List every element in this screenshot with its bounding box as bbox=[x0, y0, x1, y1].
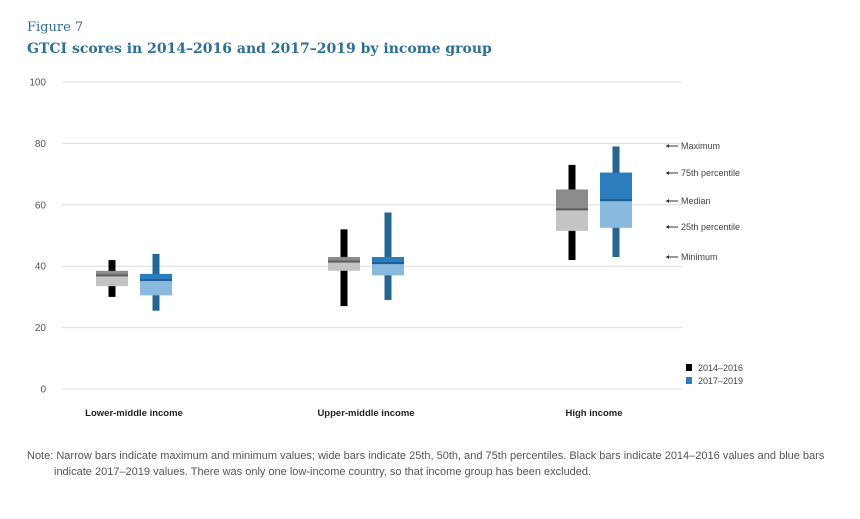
y-tick-label: 20 bbox=[35, 323, 47, 334]
whisker-bar bbox=[384, 212, 392, 300]
key-label: 25th percentile bbox=[681, 222, 740, 232]
key-label: Maximum bbox=[681, 141, 720, 151]
percentile-key: Maximum 75th percentile Median 25th percent… bbox=[666, 141, 740, 262]
box-1-2 bbox=[328, 229, 360, 307]
lower-box bbox=[556, 209, 588, 231]
key-arrowhead bbox=[666, 225, 669, 229]
box-1-3 bbox=[556, 164, 588, 261]
lower-box bbox=[328, 261, 360, 271]
box-2-2 bbox=[372, 212, 404, 300]
key-label: Median bbox=[681, 196, 711, 206]
y-tick-label: 60 bbox=[35, 200, 47, 211]
key-label: Minimum bbox=[681, 252, 718, 262]
key-arrowhead bbox=[666, 255, 669, 259]
upper-box bbox=[140, 273, 172, 281]
y-tick-label: 40 bbox=[35, 262, 47, 273]
median-mark bbox=[96, 274, 128, 277]
lower-box bbox=[96, 275, 128, 287]
y-tick-label: 80 bbox=[35, 139, 47, 150]
legend-swatch bbox=[686, 377, 692, 384]
box-2-1 bbox=[140, 253, 172, 311]
lower-box bbox=[140, 280, 172, 296]
legend-label: 2014–2016 bbox=[698, 363, 743, 373]
key-arrowhead bbox=[666, 171, 669, 175]
chart-note: Note: Narrow bars indicate maximum and m… bbox=[27, 450, 825, 478]
median-mark bbox=[140, 279, 172, 282]
key-arrowhead bbox=[666, 199, 669, 203]
median-mark bbox=[328, 260, 360, 263]
key-arrowhead bbox=[666, 144, 669, 148]
chart-title: GTCI scores in 2014–2016 and 2017–2019 b… bbox=[27, 41, 492, 57]
category-label: Lower-middle income bbox=[85, 408, 183, 419]
upper-box bbox=[328, 256, 360, 262]
box-2-3 bbox=[600, 146, 632, 257]
median-mark bbox=[600, 199, 632, 202]
upper-box bbox=[600, 172, 632, 201]
lower-box bbox=[372, 263, 404, 276]
category-label: Upper-middle income bbox=[317, 408, 414, 419]
category-label: High income bbox=[565, 408, 622, 419]
boxes bbox=[96, 146, 632, 311]
y-tick-label: 0 bbox=[40, 385, 46, 396]
y-axis: 0 20 40 60 80 100 bbox=[29, 78, 46, 396]
lower-box bbox=[600, 200, 632, 228]
figure-label: Figure 7 bbox=[27, 20, 84, 35]
box-1-1 bbox=[96, 260, 128, 297]
gridlines bbox=[62, 81, 682, 390]
box-plot-chart: 0 20 40 60 80 100 Lower-middle income Upper-mi… bbox=[29, 78, 743, 420]
upper-box bbox=[372, 256, 404, 264]
legend-swatch bbox=[686, 364, 692, 371]
upper-box bbox=[556, 189, 588, 210]
median-mark bbox=[372, 262, 404, 265]
legend-label: 2017–2019 bbox=[698, 376, 743, 386]
x-axis: Lower-middle income Upper-middle income Hi… bbox=[85, 408, 622, 419]
y-tick-label: 100 bbox=[29, 78, 46, 89]
legend: 2014–2016 2017–2019 bbox=[686, 363, 743, 386]
median-mark bbox=[556, 208, 588, 211]
key-label: 75th percentile bbox=[681, 168, 740, 178]
upper-box bbox=[96, 270, 128, 276]
